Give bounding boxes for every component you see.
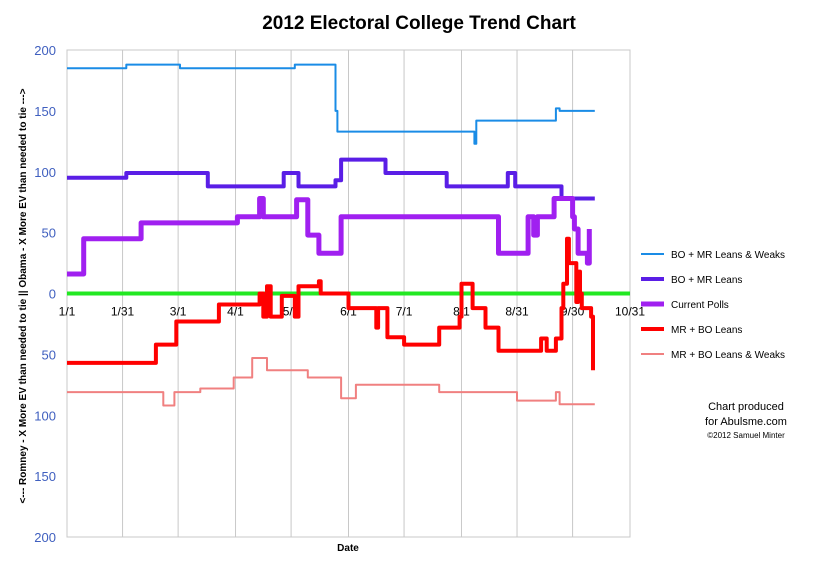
series-line-1 [67, 63, 595, 145]
y-axis-ticks: 200 150 100 50 0 50 100 150 200 [34, 43, 56, 545]
series-line-2 [67, 157, 595, 201]
legend-label: Current Polls [671, 300, 729, 311]
credit-line-2: for Abulsme.com [705, 416, 787, 428]
series-line-4 [67, 236, 595, 371]
legend-label: BO + MR Leans [671, 275, 742, 286]
y-tick-label: 100 [34, 408, 56, 423]
legend-label: MR + BO Leans & Weaks [671, 350, 785, 361]
x-tick-label: 3/1 [170, 305, 187, 319]
x-axis-label: Date [337, 543, 359, 554]
y-tick-label: 100 [34, 165, 56, 180]
legend-label: BO + MR Leans & Weaks [671, 250, 785, 261]
series-lines [67, 63, 630, 407]
x-axis-ticks: 1/1 1/31 3/1 4/1 5/1 6/1 7/1 8/1 8/31 9/30 10/31 [59, 305, 646, 319]
credit-line-1: Chart produced [708, 401, 784, 413]
y-axis-label: <--- Romney - X More EV than needed to t… [18, 88, 29, 503]
legend: BO + MR Leans & Weaks BO + MR Leans Curren… [641, 250, 785, 361]
y-tick-label: 200 [34, 43, 56, 58]
y-tick-label: 200 [34, 530, 56, 545]
x-tick-label: 7/1 [396, 305, 413, 319]
credit-line-3: ©2012 Samuel Minter [707, 431, 785, 440]
y-tick-label: 0 [49, 287, 56, 302]
x-tick-label: 10/31 [615, 305, 645, 319]
series-line-3 [67, 196, 592, 277]
legend-label: MR + BO Leans [671, 325, 742, 336]
chart-title: 2012 Electoral College Trend Chart [262, 13, 576, 34]
x-tick-label: 4/1 [227, 305, 244, 319]
x-tick-label: 8/31 [505, 305, 529, 319]
x-tick-label: 9/30 [561, 305, 585, 319]
credit-block: Chart produced for Abulsme.com ©2012 Sam… [705, 401, 787, 440]
series-line-5 [67, 357, 595, 407]
y-tick-label: 50 [42, 226, 56, 241]
x-tick-label: 1/31 [111, 305, 135, 319]
x-tick-label: 1/1 [59, 305, 76, 319]
y-tick-label: 50 [42, 347, 56, 362]
y-tick-label: 150 [34, 104, 56, 119]
y-tick-label: 150 [34, 469, 56, 484]
